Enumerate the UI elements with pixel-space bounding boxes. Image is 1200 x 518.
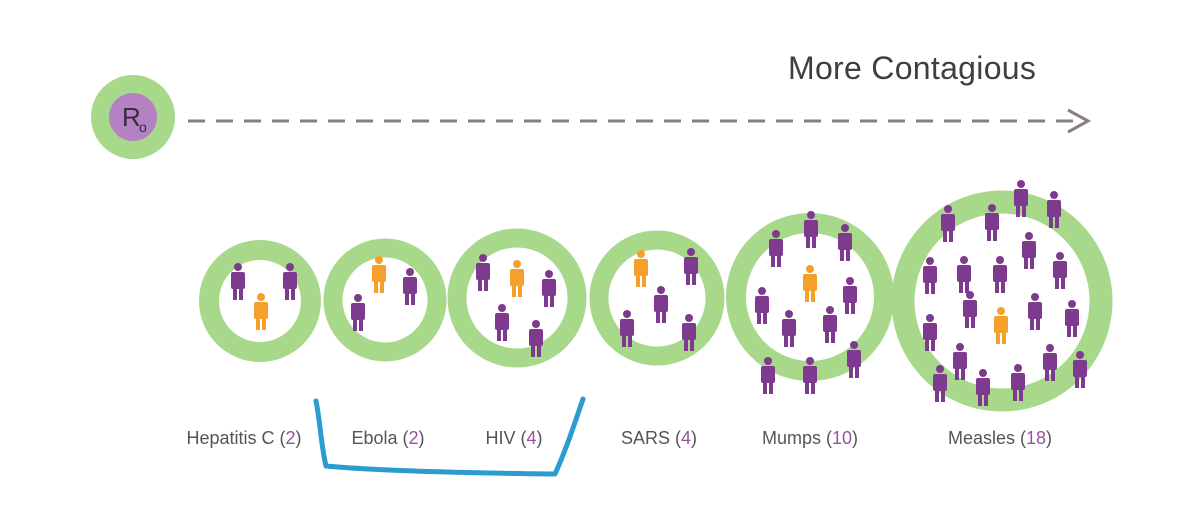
r0-badge: R o [91,75,175,159]
disease-name: HIV ( [485,428,527,448]
r0-letter: R [122,102,141,132]
ring-hiv [447,228,587,368]
label-close-paren: ) [1046,428,1053,448]
label-close-paren: ) [536,428,543,448]
r0-value: 4 [681,428,692,448]
r0-subscript: o [139,119,147,135]
r0-value: 4 [526,428,537,448]
disease-name: SARS ( [620,428,681,448]
ring-circle-hiv [447,228,587,368]
disease-name: Ebola ( [351,428,409,448]
disease-rings [199,180,1113,412]
ring-ebola [323,238,447,362]
r0-value: 2 [285,428,296,448]
r0-value: 2 [408,428,419,448]
label-ebola: Ebola (2) [351,428,424,449]
label-close-paren: ) [295,428,302,448]
label-sars: SARS (4) [621,428,697,449]
label-close-paren: ) [418,428,425,448]
ring-measles [891,180,1113,412]
ring-sars [589,230,725,366]
ring-mumps [726,211,894,394]
label-close-paren: ) [852,428,859,448]
label-close-paren: ) [691,428,698,448]
r0-value: 18 [1026,428,1047,448]
ring-hepatitis-c [199,240,321,362]
disease-name: Mumps ( [761,428,832,448]
label-measles: Measles (18) [948,428,1052,449]
r0-value: 10 [831,428,853,448]
label-hepatitis-c: Hepatitis C (2) [186,428,301,449]
r0-badge-center [109,93,157,141]
label-hiv: HIV (4) [485,428,542,449]
disease-name: Measles ( [947,428,1026,448]
disease-name: Hepatitis C ( [186,428,286,448]
label-mumps: Mumps (10) [762,428,858,449]
ring-circle-hepatitis-c [199,240,321,362]
highlight-bracket-annotation [313,396,586,477]
ring-circle-ebola [323,238,447,362]
arrow-right-icon [188,108,1092,134]
more-contagious-title: More Contagious [788,50,1037,86]
